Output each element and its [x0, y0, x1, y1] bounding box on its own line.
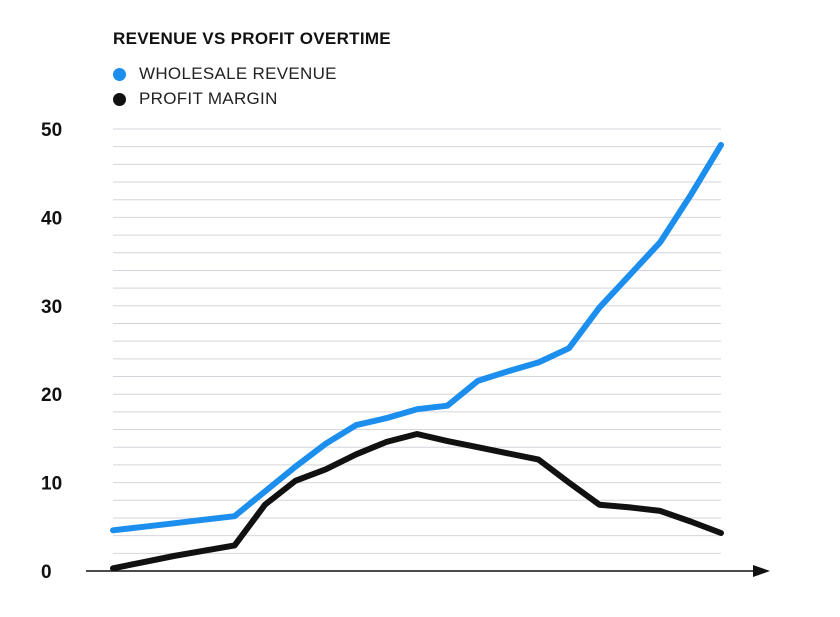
y-tick-label: 50: [41, 120, 62, 141]
y-tick-label: 30: [41, 297, 62, 318]
x-axis: [86, 565, 770, 577]
chart-title: REVENUE VS PROFIT OVERTIME: [113, 29, 391, 48]
grid-lines: [113, 128, 721, 554]
x-axis-arrow-icon: [753, 565, 770, 577]
series-line-profit-margin: [110, 431, 724, 572]
y-tick-label: 0: [41, 562, 52, 583]
y-tick-label: 20: [41, 385, 62, 406]
legend-item-wholesale-revenue: WHOLESALE REVENUE: [113, 63, 337, 85]
y-tick-label: 40: [41, 208, 62, 229]
legend-marker-black: [113, 92, 126, 106]
legend-label: WHOLESALE REVENUE: [139, 64, 337, 83]
series-line-wholesale-revenue: [110, 141, 724, 534]
legend-marker-blue: [113, 67, 126, 81]
series-lines: [110, 141, 724, 572]
legend-item-profit-margin: PROFIT MARGIN: [113, 88, 278, 110]
y-tick-label: 10: [41, 474, 62, 495]
y-tick-labels: 0 10 20 30 40 50: [41, 120, 62, 583]
legend-label: PROFIT MARGIN: [139, 89, 278, 108]
